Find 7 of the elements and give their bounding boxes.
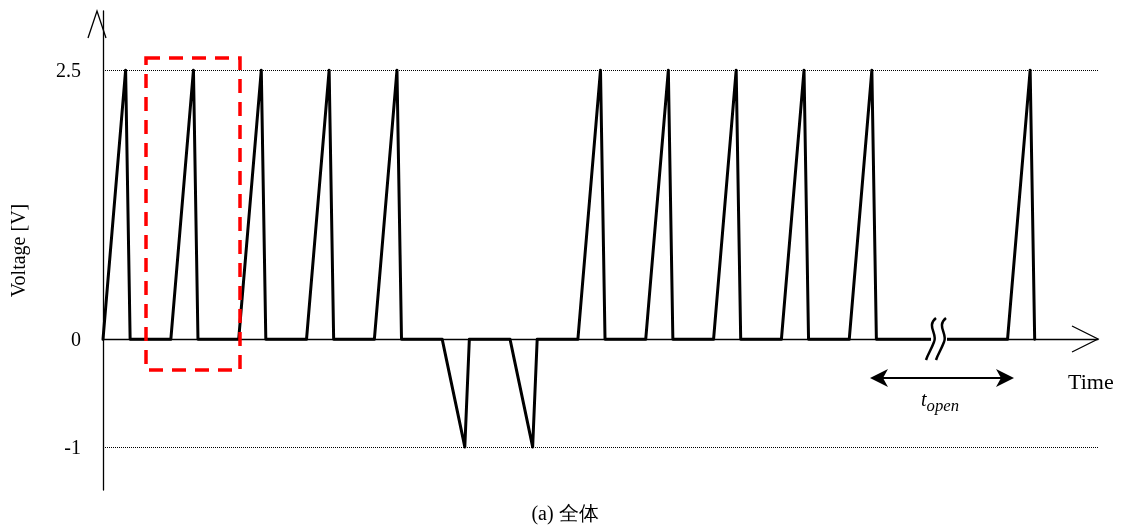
- y-tick-label: 2.5: [56, 59, 81, 82]
- y-tick-label: 0: [71, 328, 81, 351]
- text: (a) 全体: [531, 501, 599, 527]
- annotation: t$_{open}$: [921, 388, 959, 416]
- y-tick-label: -1: [64, 435, 81, 458]
- y-axis-title: Voltage [V]: [7, 203, 30, 298]
- x-axis-title: Time: [1068, 368, 1114, 394]
